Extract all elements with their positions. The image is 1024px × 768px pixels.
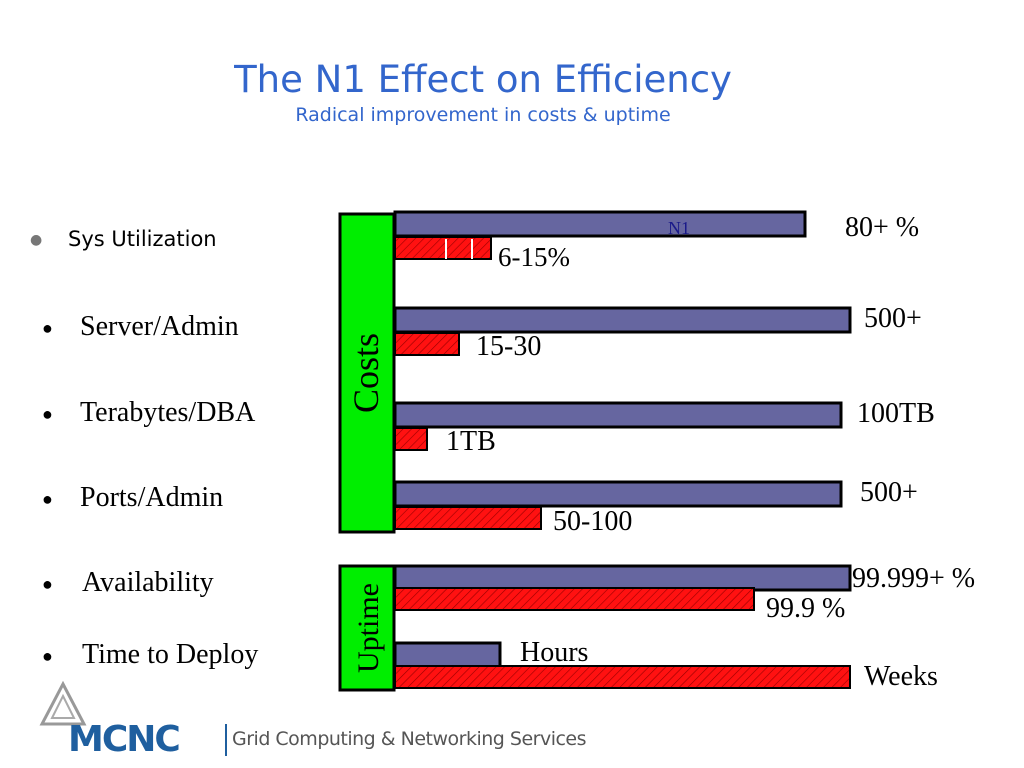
bar-label-current: 6-15% [498,242,570,272]
bullet-label: Terabytes/DBA [80,397,256,428]
bullet-label: Ports/Admin [80,482,224,513]
bullet-server-admin: ● Server/Admin [42,311,239,343]
bullet-label: Server/Admin [80,311,239,342]
bullet-dot-icon: ● [42,489,53,510]
group-box-uptime [338,564,396,692]
bullet-dot-icon: ● [42,574,53,595]
mcnc-triangle-logo-icon [39,680,87,726]
bar-label-n1: 80+ % [845,212,919,243]
bar-n1 [393,480,843,508]
mcnc-logo: MCNC [68,719,181,760]
series-label-n1: N1 [668,218,690,238]
bar-n1 [393,641,502,669]
bar-label-current: Weeks [864,661,938,692]
bar-label-n1: Hours [520,637,588,668]
group-box-costs [338,212,396,534]
bar-current [394,506,542,530]
bullet-dot-icon: ● [42,646,53,667]
footer-tagline: Grid Computing & Networking Services [232,728,587,750]
bullet-dot-icon: ● [30,232,43,248]
group-label-costs: Costs [346,333,386,413]
bullet-ports-admin: ● Ports/Admin [42,482,223,514]
bar-n1 [393,401,843,429]
bar-label-current: 50-100 [553,506,632,537]
slide-title: The N1 Effect on Efficiency [234,58,732,101]
bullet-label: Sys Utilization [68,227,217,251]
bar-label-n1: 500+ [864,303,922,334]
bar-label-n1: 100TB [857,398,935,429]
bar-n1 [393,210,807,238]
bar-n1 [393,306,852,334]
bullet-time-to-deploy: ● Time to Deploy [42,639,258,671]
bullet-terabytes-dba: ● Terabytes/DBA [42,397,255,429]
bullet-sys-utilization: ● Sys Utilization [30,227,217,251]
bar-label-current: 99.9 % [766,593,845,624]
bar-current [394,587,755,611]
bullet-dot-icon: ● [42,318,53,339]
bullet-label: Availability [82,567,214,598]
bullet-dot-icon: ● [42,404,53,425]
bar-label-n1: 500+ [860,477,918,508]
bullet-availability: ● Availability [42,567,214,599]
slide-subtitle: Radical improvement in costs & uptime [295,104,671,126]
logo-divider [225,724,227,756]
group-label-uptime: Uptime [352,583,385,673]
bar-current [394,427,428,451]
bullet-label: Time to Deploy [82,639,259,670]
bar-current [394,236,492,260]
bar-label-n1: 99.999+ % [852,563,975,594]
bar-current [394,665,851,689]
bar-current [394,332,460,356]
bar-label-current: 15-30 [476,331,541,362]
bar-label-current: 1TB [446,426,496,457]
bar-n1 [393,564,852,592]
